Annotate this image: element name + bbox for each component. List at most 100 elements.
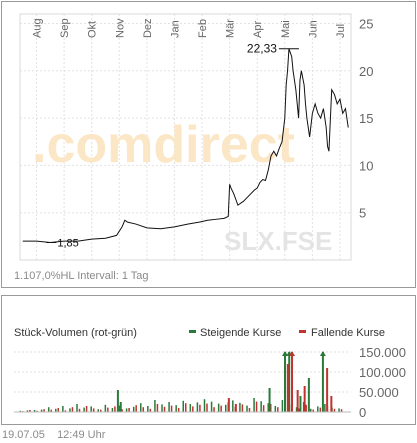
volume-bar-rising <box>274 406 277 412</box>
volume-bar-falling <box>326 368 329 412</box>
price-annotations: 22,33 1,85 <box>46 42 299 249</box>
legend-rising-label: Steigende Kurse <box>200 327 281 339</box>
volume-bar-rising <box>324 404 326 412</box>
price-grid <box>19 13 352 261</box>
volume-bar-rising <box>47 407 50 412</box>
volume-bar-rising <box>97 409 100 412</box>
instrument-watermark: SLX.FSE <box>224 226 332 256</box>
month-label: Dez <box>142 18 154 38</box>
volume-bar-rising <box>147 406 149 412</box>
volume-chart-panel: Stück-Volumen (rot-grün) Steigende Kurse… <box>1 295 416 425</box>
volume-bar-rising <box>55 408 57 412</box>
volume-bar-falling <box>107 407 109 412</box>
volume-bar-falling <box>142 407 145 412</box>
volume-bar-falling <box>248 408 251 412</box>
price-ytick-label: 5 <box>359 206 366 221</box>
volume-bar-falling <box>29 410 31 412</box>
volume-bar-falling <box>286 364 289 412</box>
volume-bar-falling <box>135 405 137 412</box>
volume-bar-rising <box>182 400 184 412</box>
volume-bar-rising <box>104 404 107 412</box>
volume-bar-rising <box>260 401 262 412</box>
volume-bar-rising <box>317 406 319 412</box>
price-plot-frame <box>19 13 352 261</box>
volume-bar-rising <box>338 408 340 412</box>
month-label: Jul <box>335 24 347 38</box>
volume-ytick-label: 100.000 <box>359 365 406 380</box>
volume-bar-falling <box>177 408 180 412</box>
volume-bar-falling <box>71 407 74 412</box>
volume-bar-falling <box>303 386 306 412</box>
volume-bar-rising <box>19 410 22 412</box>
volume-clip-arrow <box>289 351 296 356</box>
volume-bar-falling <box>64 410 67 412</box>
volume-bar-rising <box>168 402 170 412</box>
volume-ytick-label: 50.000 <box>359 385 399 400</box>
legend-rising-swatch <box>189 330 196 333</box>
volume-bar-falling <box>262 405 265 412</box>
volume-bar-falling <box>199 404 201 412</box>
volume-bar-rising <box>40 409 43 412</box>
volume-bar-rising <box>111 408 114 412</box>
volume-bar-rising <box>232 400 234 412</box>
volume-bar-falling <box>78 408 81 412</box>
volume-bar-rising <box>118 405 121 412</box>
month-label: Apr <box>252 21 264 38</box>
volume-bar-rising <box>140 403 142 412</box>
volume-bar-rising <box>267 403 269 412</box>
volume-bar-falling <box>234 404 237 412</box>
volume-bar-rising <box>246 405 248 412</box>
volume-bar-rising <box>154 400 156 412</box>
volume-bars <box>14 351 351 413</box>
month-label: Aug <box>32 18 44 38</box>
volume-bar-rising <box>83 407 85 412</box>
month-label: Mai <box>280 20 292 38</box>
volume-bar-falling <box>296 390 299 412</box>
volume-bar-rising <box>284 352 287 412</box>
volume-bar-rising <box>302 402 305 412</box>
volume-bar-falling <box>340 409 343 412</box>
volume-bar-rising <box>203 399 206 412</box>
volume-ytick-label: 0 <box>359 405 366 420</box>
volume-bar-rising <box>268 388 271 412</box>
price-chart-panel: .comdirect SLX.FSE Aug Sep Okt Nov Dez Jan Feb… <box>1 1 416 288</box>
price-chart: .comdirect SLX.FSE Aug Sep Okt Nov Dez Jan Feb… <box>14 13 373 282</box>
volume-bar-falling <box>305 404 307 412</box>
volume-title: Stück-Volumen (rot-grün) <box>14 327 137 339</box>
footer-timestamp: 19.07.05 12:49 Uhr <box>2 429 105 441</box>
price-y-axis: 5 10 15 20 25 <box>359 16 373 220</box>
volume-bar-rising <box>125 408 128 412</box>
interval-label: 1.107,0%HL Intervall: 1 Tag <box>14 270 149 282</box>
volume-bar-rising <box>281 400 284 412</box>
volume-bar-rising <box>26 410 29 412</box>
month-label: Jun <box>307 20 319 38</box>
volume-ytick-label: 150.000 <box>359 345 406 360</box>
volume-bar-falling <box>185 403 187 412</box>
volume-bar-falling <box>36 410 38 412</box>
volume-bar-rising <box>161 404 163 412</box>
volume-bar-rising <box>189 404 192 412</box>
volume-bar-falling <box>156 404 159 412</box>
high-label: 22,33 <box>247 42 277 56</box>
legend-falling-swatch <box>299 330 306 333</box>
volume-bar-falling <box>333 408 336 412</box>
volume-bar-falling <box>330 396 333 412</box>
volume-bar-rising <box>299 396 302 412</box>
volume-bar-rising <box>224 404 227 412</box>
month-label: Nov <box>114 18 126 38</box>
volume-bar-rising <box>321 352 324 412</box>
volume-bar-rising <box>239 402 241 412</box>
volume-bar-rising <box>217 403 220 412</box>
volume-bar-rising <box>175 405 177 412</box>
price-ytick-label: 15 <box>359 111 373 126</box>
month-label: Sep <box>59 18 71 38</box>
footer-time: 12:49 Uhr <box>57 429 106 441</box>
volume-bar-falling <box>43 409 45 412</box>
volume-bar-falling <box>269 404 272 412</box>
volume-bar-rising <box>62 406 64 412</box>
price-ytick-label: 10 <box>359 158 373 173</box>
volume-bar-rising <box>119 402 122 412</box>
price-ytick-label: 20 <box>359 64 373 79</box>
volume-bar-falling <box>319 407 322 412</box>
volume-bar-falling <box>312 409 314 412</box>
